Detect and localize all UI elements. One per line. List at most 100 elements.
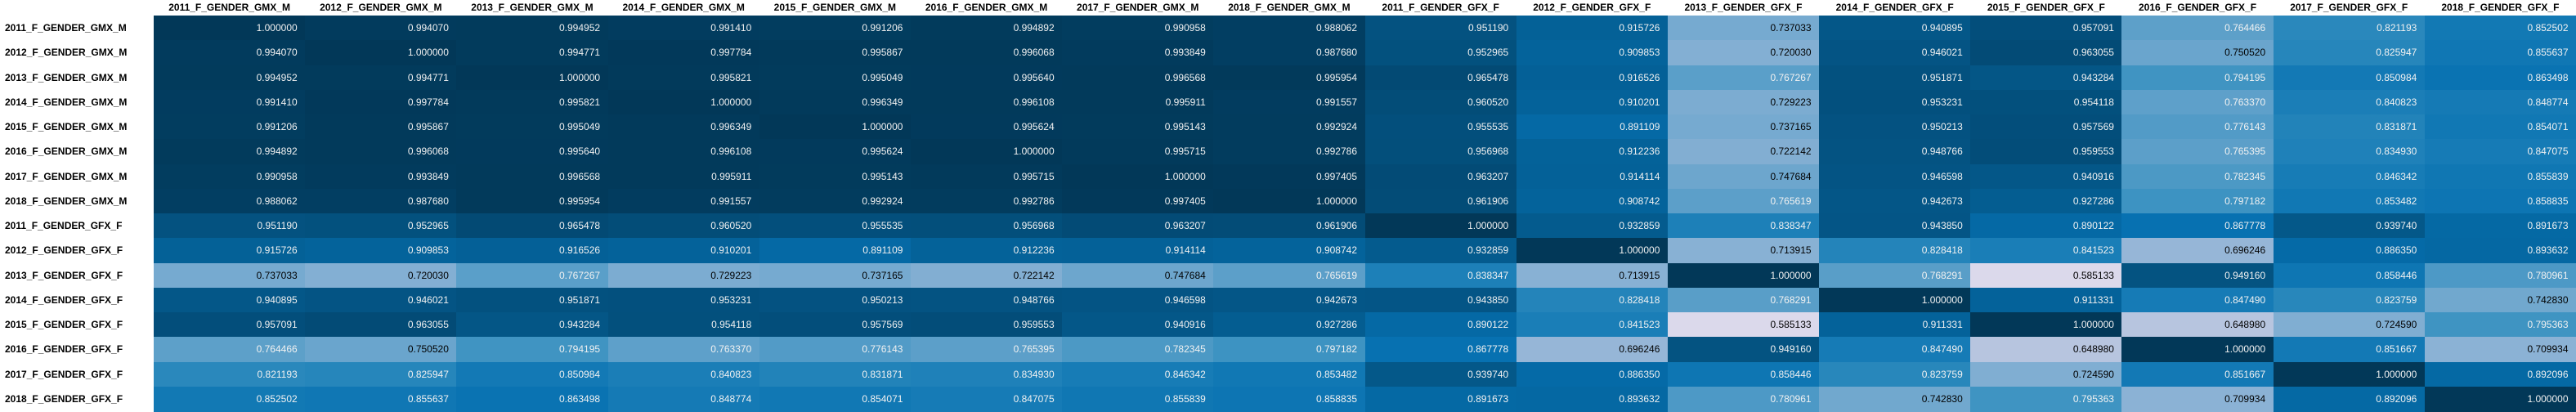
heatmap-cell: 0.910201 [607, 238, 760, 263]
heatmap-cell: 0.912236 [1516, 139, 1669, 164]
heatmap-cell: 0.915726 [154, 238, 306, 263]
heatmap-cell: 0.939740 [1364, 361, 1517, 387]
heatmap-cell: 0.863498 [456, 386, 609, 412]
heatmap-cell: 0.908742 [1516, 188, 1669, 214]
heatmap-cell: 0.858446 [1667, 361, 1820, 387]
row-header: 2013_F_GENDER_GMX_M [5, 71, 128, 83]
heatmap-cell: 0.797182 [2121, 188, 2274, 214]
heatmap-cell: 0.848774 [607, 386, 760, 412]
heatmap-cell: 0.988062 [1213, 16, 1365, 41]
heatmap-cell: 0.997784 [607, 40, 760, 65]
heatmap-cell: 0.737165 [759, 262, 912, 289]
heatmap-cell: 0.780961 [2424, 262, 2576, 289]
row-header: 2011_F_GENDER_GFX_F [5, 220, 123, 231]
heatmap-cell: 0.994952 [154, 65, 306, 91]
row-header: 2015_F_GENDER_GFX_F [5, 319, 123, 330]
heatmap-cell: 0.747684 [1667, 163, 1820, 190]
heatmap-cell: 0.729223 [607, 262, 760, 289]
heatmap-cell: 0.892096 [2424, 361, 2576, 387]
heatmap-cell: 0.722142 [1667, 139, 1820, 164]
heatmap-cell: 0.995911 [1062, 89, 1214, 115]
heatmap-cell: 0.834930 [2273, 139, 2426, 164]
heatmap-cell: 0.961906 [1364, 188, 1517, 214]
heatmap-cell: 0.858835 [2424, 188, 2576, 214]
heatmap-cell: 0.585133 [1667, 312, 1820, 338]
heatmap-cell: 0.994070 [154, 40, 306, 65]
heatmap-cell: 0.886350 [2273, 238, 2426, 263]
column-header: 2012_F_GENDER_GMX_M [320, 2, 442, 13]
column-header: 2011_F_GENDER_GFX_F [1382, 2, 1499, 13]
heatmap-cell: 0.954118 [607, 312, 760, 338]
heatmap-cell: 0.916526 [1516, 65, 1669, 91]
heatmap-cell: 0.848774 [2424, 89, 2576, 115]
heatmap-cell: 0.908742 [1213, 238, 1365, 263]
heatmap-cell: 0.914114 [1062, 238, 1214, 263]
heatmap-cell: 0.942673 [1819, 188, 1971, 214]
heatmap-cell: 0.953231 [1819, 89, 1971, 115]
heatmap-cell: 0.782345 [2121, 163, 2274, 190]
heatmap-cell: 0.965478 [1364, 65, 1517, 91]
heatmap-cell: 0.954118 [1970, 89, 2122, 115]
heatmap-cell: 1.000000 [1819, 287, 1971, 313]
heatmap-cell: 0.987680 [1213, 40, 1365, 65]
heatmap-cell: 0.585133 [1970, 262, 2122, 289]
heatmap-cell: 0.932859 [1516, 213, 1669, 239]
heatmap-cell: 0.825947 [305, 361, 457, 387]
heatmap-cell: 0.996349 [759, 89, 912, 115]
heatmap-cell: 0.742830 [2424, 287, 2576, 313]
heatmap-cell: 0.891109 [1516, 114, 1669, 140]
heatmap-cell: 0.841523 [1970, 238, 2122, 263]
row-header: 2012_F_GENDER_GFX_F [5, 244, 123, 257]
column-header: 2015_F_GENDER_GMX_M [773, 2, 897, 13]
heatmap-cell: 0.847490 [2121, 287, 2274, 313]
heatmap-cell: 0.963055 [305, 312, 457, 338]
row-header: 2013_F_GENDER_GFX_F [5, 269, 123, 281]
heatmap-cell: 0.821193 [2273, 16, 2426, 41]
heatmap-cell: 0.763370 [2121, 89, 2274, 115]
heatmap-cell: 0.995624 [910, 114, 1063, 140]
column-header: 2016_F_GENDER_GFX_F [2139, 2, 2257, 13]
heatmap-cell: 0.996068 [305, 139, 457, 164]
heatmap-cell: 0.893632 [1516, 386, 1669, 412]
heatmap-cell: 1.000000 [607, 89, 760, 115]
heatmap-cell: 1.000000 [759, 114, 912, 140]
heatmap-cell: 0.956968 [1364, 139, 1517, 164]
heatmap-cell: 0.828418 [1819, 238, 1971, 263]
heatmap-cell: 0.821193 [154, 361, 306, 387]
heatmap-cell: 0.990958 [1062, 16, 1214, 41]
heatmap-cell: 0.891673 [2424, 213, 2576, 239]
heatmap-cell: 0.997784 [305, 89, 457, 115]
heatmap-cell: 0.851667 [2121, 361, 2274, 387]
heatmap-cell: 0.963207 [1062, 213, 1214, 239]
heatmap-cell: 0.992786 [1213, 139, 1365, 164]
heatmap-cell: 0.991557 [607, 188, 760, 214]
heatmap-cell: 1.000000 [2121, 337, 2274, 362]
heatmap-cell: 0.910201 [1516, 89, 1669, 115]
heatmap-cell: 0.713915 [1516, 262, 1669, 289]
heatmap-cell: 0.724590 [1970, 361, 2122, 387]
heatmap-cell: 0.852502 [2424, 16, 2576, 41]
heatmap-cell: 0.995143 [1062, 114, 1214, 140]
heatmap-cell: 0.995143 [759, 163, 912, 190]
column-header: 2013_F_GENDER_GFX_F [1684, 2, 1803, 13]
heatmap-cell: 0.995715 [1062, 139, 1214, 164]
heatmap-cell: 0.940916 [1062, 312, 1214, 338]
heatmap-cell: 0.946598 [1819, 163, 1971, 190]
heatmap-cell: 0.891673 [1364, 386, 1517, 412]
column-header: 2012_F_GENDER_GFX_F [1533, 2, 1651, 13]
heatmap-cell: 0.720030 [305, 262, 457, 289]
heatmap-cell: 0.850984 [456, 361, 609, 387]
row-header: 2017_F_GENDER_GFX_F [5, 368, 123, 380]
heatmap-cell: 0.914114 [1516, 163, 1669, 190]
heatmap-cell: 0.831871 [2273, 114, 2426, 140]
row-header: 2012_F_GENDER_GMX_M [5, 47, 128, 59]
heatmap-cell: 0.943850 [1364, 287, 1517, 313]
heatmap-cell: 0.957569 [1970, 114, 2122, 140]
heatmap-cell: 0.995867 [305, 114, 457, 140]
row-header: 2018_F_GENDER_GFX_F [5, 392, 123, 405]
heatmap-cell: 0.946021 [305, 287, 457, 313]
heatmap-cell: 0.990958 [154, 163, 306, 190]
heatmap-cell: 0.764466 [154, 337, 306, 362]
heatmap-cell: 0.765395 [910, 337, 1063, 362]
heatmap-cell: 0.794195 [456, 337, 609, 362]
